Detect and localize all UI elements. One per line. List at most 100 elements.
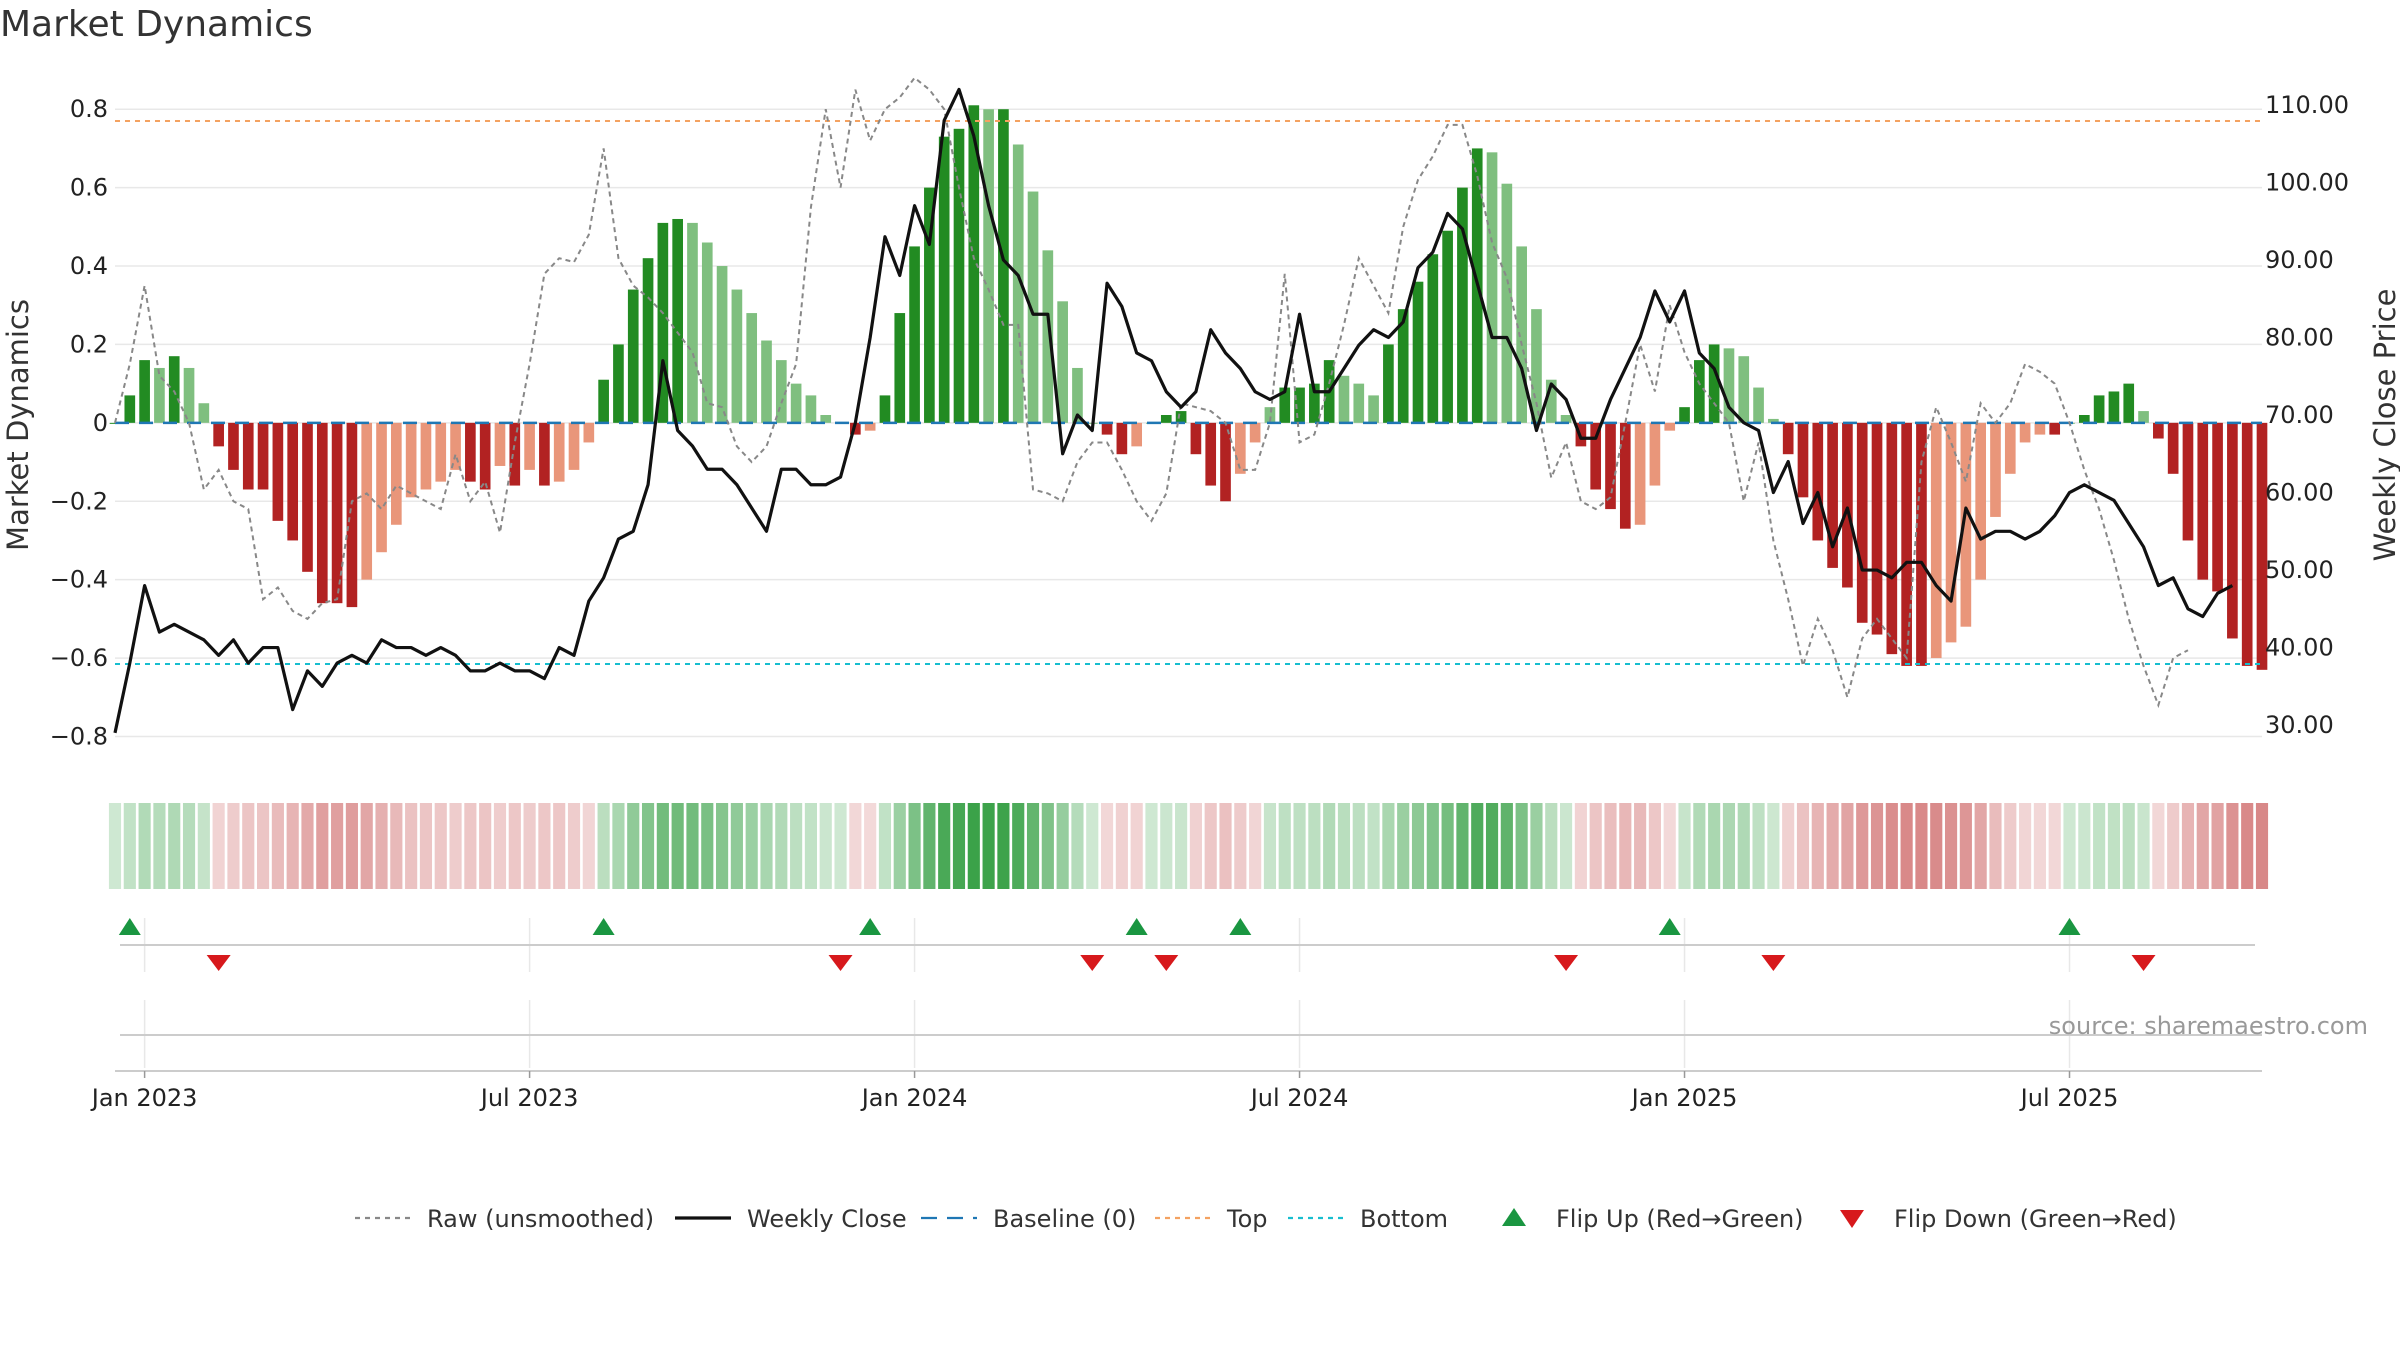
heat-cell	[1634, 803, 1647, 889]
md-bar	[2227, 422, 2238, 639]
md-bar	[1501, 183, 1513, 423]
heat-cell	[375, 803, 388, 889]
heat-cell	[479, 803, 492, 889]
md-bar	[2197, 422, 2209, 580]
flip-down-marker	[1761, 955, 1786, 971]
heat-cell	[405, 803, 418, 889]
heat-cell	[1426, 803, 1439, 889]
flip-up-marker	[1229, 918, 1252, 935]
md-bar	[1531, 309, 1542, 423]
md-bar	[2108, 391, 2120, 423]
legend-item: Flip Down (Green→Red)	[1840, 1205, 2177, 1233]
legend-label: Weekly Close	[747, 1205, 907, 1233]
md-bar	[924, 187, 935, 423]
heat-cell	[316, 803, 329, 889]
md-bar	[183, 367, 195, 423]
heat-cell	[1204, 803, 1217, 889]
md-bar	[435, 422, 447, 482]
heat-cell	[1900, 803, 1913, 889]
heat-cell	[1560, 803, 1573, 889]
heat-cell	[1293, 803, 1306, 889]
md-bar	[820, 415, 832, 423]
y2-tick-label: 110.00	[2265, 91, 2349, 119]
heat-cell	[1071, 803, 1084, 889]
md-bar	[1353, 383, 1365, 423]
heat-cell	[1974, 803, 1987, 889]
flip-up-marker	[1658, 918, 1681, 935]
md-bar	[672, 218, 683, 423]
heat-cell	[2181, 803, 2195, 889]
close-line	[113, 87, 2234, 734]
y2-tick-label: 50.00	[2265, 556, 2334, 584]
md-bar	[1264, 407, 1276, 423]
x-tick-label: Jul 2025	[2019, 1084, 2119, 1112]
md-bar	[1694, 360, 1705, 423]
md-bar	[361, 422, 373, 580]
flip-up-marker	[2058, 918, 2081, 935]
md-bar	[2034, 422, 2046, 435]
heat-cell	[701, 803, 714, 889]
md-bar	[1560, 415, 1572, 423]
md-bar	[331, 422, 343, 604]
md-bar	[479, 422, 491, 490]
heat-cell	[1219, 803, 1232, 889]
heat-cell	[790, 803, 803, 889]
heat-cell	[242, 803, 255, 889]
chart-title: Market Dynamics	[0, 4, 313, 45]
md-bar	[1412, 281, 1424, 423]
md-bar	[805, 395, 817, 423]
source-text: source: sharemaestro.com	[2049, 1012, 2368, 1040]
md-bar	[1797, 422, 1809, 498]
flip-up-marker	[592, 918, 615, 935]
heat-cell	[597, 803, 610, 889]
heat-cell	[1604, 803, 1617, 889]
heat-cell	[656, 803, 669, 889]
heat-cell	[1323, 803, 1336, 889]
y2-tick-label: 100.00	[2265, 168, 2349, 196]
md-bar	[998, 109, 1009, 423]
md-bar	[1249, 422, 1261, 443]
md-bar	[1634, 422, 1646, 525]
heat-cell	[2122, 803, 2135, 889]
y-tick-label: −0.4	[50, 566, 108, 594]
md-bar	[790, 383, 802, 423]
heat-cell	[612, 803, 625, 889]
md-bar	[2256, 422, 2268, 670]
heat-cell	[493, 803, 507, 889]
md-bar	[568, 422, 580, 470]
md-bar	[701, 242, 713, 423]
md-bar	[761, 340, 772, 423]
heat-cell	[1796, 803, 1810, 889]
md-bar	[139, 360, 150, 423]
md-bar	[124, 395, 136, 423]
heat-cell	[2093, 803, 2106, 889]
md-bar	[879, 395, 891, 423]
flip-down-marker	[1554, 955, 1579, 971]
heat-cell	[197, 803, 210, 889]
legend-label: Baseline (0)	[993, 1205, 1136, 1233]
md-bar	[2138, 411, 2149, 423]
lines-layer	[113, 76, 2262, 734]
heat-cell	[331, 803, 344, 889]
heat-cell	[730, 803, 743, 889]
md-bar	[1856, 422, 1868, 623]
heat-cell	[464, 803, 477, 889]
md-bar	[405, 422, 417, 498]
md-bar	[731, 289, 743, 423]
md-bar	[1545, 379, 1557, 423]
md-bar	[1827, 422, 1838, 568]
heat-cell	[1589, 803, 1602, 889]
heat-cell	[1278, 803, 1291, 889]
md-bar	[1012, 144, 1024, 423]
md-bar	[1812, 422, 1824, 541]
heat-cell	[849, 803, 862, 889]
md-bar	[2093, 395, 2105, 423]
y2-tick-label: 80.00	[2265, 323, 2334, 351]
heat-cell	[1944, 803, 1958, 889]
md-bar	[1160, 415, 1172, 423]
legend-item: Baseline (0)	[921, 1205, 1136, 1233]
heat-cell	[345, 803, 358, 889]
md-bar	[154, 367, 165, 423]
